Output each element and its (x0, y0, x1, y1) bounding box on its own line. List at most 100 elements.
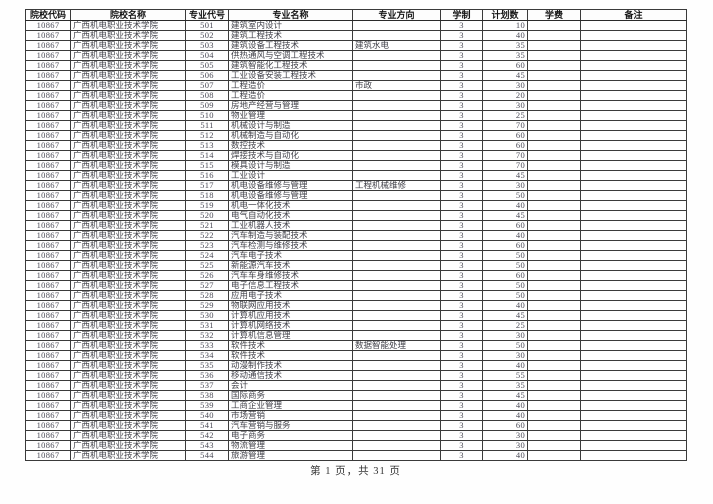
cell-years: 3 (440, 80, 483, 91)
cell-school-code: 10867 (25, 140, 71, 151)
table-row: 10867 广西机电职业技术学院 538 国际商务 3 45 (25, 390, 687, 401)
cell-remark (580, 240, 687, 251)
cell-school-name: 广西机电职业技术学院 (70, 310, 186, 321)
cell-major-code: 508 (185, 90, 229, 101)
cell-school-code: 10867 (25, 370, 71, 381)
cell-direction (352, 420, 441, 431)
cell-direction (352, 350, 441, 361)
cell-school-name: 广西机电职业技术学院 (70, 230, 186, 241)
cell-school-code: 10867 (25, 400, 71, 411)
cell-school-name: 广西机电职业技术学院 (70, 320, 186, 331)
cell-remark (580, 290, 687, 301)
cell-direction (352, 330, 441, 341)
cell-plan: 20 (482, 90, 528, 101)
cell-school-name: 广西机电职业技术学院 (70, 380, 186, 391)
cell-school-code: 10867 (25, 250, 71, 261)
cell-major-code: 531 (185, 320, 229, 331)
cell-school-code: 10867 (25, 210, 71, 221)
cell-school-code: 10867 (25, 200, 71, 211)
cell-major-code: 510 (185, 110, 229, 121)
cell-direction (352, 110, 441, 121)
cell-major-name: 建筑智能化工程技术 (228, 60, 353, 71)
cell-school-code: 10867 (25, 380, 71, 391)
cell-years: 3 (440, 140, 483, 151)
cell-plan: 35 (482, 380, 528, 391)
cell-direction (352, 20, 441, 31)
cell-school-name: 广西机电职业技术学院 (70, 60, 186, 71)
cell-major-code: 519 (185, 200, 229, 211)
cell-major-name: 市场营销 (228, 410, 353, 421)
cell-tuition (527, 420, 581, 431)
cell-direction (352, 270, 441, 281)
cell-major-name: 电气自动化技术 (228, 210, 353, 221)
cell-school-code: 10867 (25, 240, 71, 251)
cell-tuition (527, 240, 581, 251)
cell-remark (580, 110, 687, 121)
table-row: 10867 广西机电职业技术学院 525 新能源汽车技术 3 50 (25, 260, 687, 271)
cell-tuition (527, 200, 581, 211)
cell-remark (580, 390, 687, 401)
cell-years: 3 (440, 260, 483, 271)
cell-school-name: 广西机电职业技术学院 (70, 30, 186, 41)
table-row: 10867 广西机电职业技术学院 522 汽车制造与装配技术 3 40 (25, 230, 687, 241)
cell-remark (580, 120, 687, 131)
cell-major-code: 517 (185, 180, 229, 191)
cell-major-name: 旅游管理 (228, 450, 353, 461)
cell-tuition (527, 80, 581, 91)
cell-major-name: 数控技术 (228, 140, 353, 151)
cell-direction (352, 260, 441, 271)
cell-plan: 60 (482, 420, 528, 431)
cell-remark (580, 450, 687, 461)
table-row: 10867 广西机电职业技术学院 503 建筑设备工程技术 建筑水电 3 35 (25, 40, 687, 51)
cell-plan: 60 (482, 130, 528, 141)
cell-remark (580, 340, 687, 351)
cell-major-code: 541 (185, 420, 229, 431)
cell-remark (580, 140, 687, 151)
cell-years: 3 (440, 400, 483, 411)
cell-remark (580, 380, 687, 391)
cell-tuition (527, 330, 581, 341)
cell-school-code: 10867 (25, 120, 71, 131)
cell-school-code: 10867 (25, 190, 71, 201)
cell-plan: 40 (482, 410, 528, 421)
cell-school-name: 广西机电职业技术学院 (70, 300, 186, 311)
cell-tuition (527, 270, 581, 281)
cell-years: 3 (440, 200, 483, 211)
cell-tuition (527, 370, 581, 381)
cell-direction (352, 170, 441, 181)
cell-direction (352, 300, 441, 311)
cell-school-code: 10867 (25, 60, 71, 71)
cell-direction (352, 290, 441, 301)
cell-direction (352, 380, 441, 391)
cell-years: 3 (440, 360, 483, 371)
cell-plan: 50 (482, 250, 528, 261)
cell-direction (352, 440, 441, 451)
cell-remark (580, 330, 687, 341)
cell-remark (580, 170, 687, 181)
table-header-row: 院校代码 院校名称 专业代号 专业名称 专业方向 学制 计划数 学费 备注 (25, 9, 687, 21)
cell-major-name: 动漫制作技术 (228, 360, 353, 371)
cell-school-code: 10867 (25, 170, 71, 181)
page-number-footer: 第 1 页，共 31 页 (310, 466, 401, 477)
table-row: 10867 广西机电职业技术学院 504 供热通风与空调工程技术 3 35 (25, 50, 687, 61)
cell-tuition (527, 70, 581, 81)
cell-remark (580, 180, 687, 191)
cell-school-code: 10867 (25, 450, 71, 461)
cell-major-name: 工业设计 (228, 170, 353, 181)
cell-major-name: 电子信息工程技术 (228, 280, 353, 291)
cell-years: 3 (440, 300, 483, 311)
cell-school-name: 广西机电职业技术学院 (70, 360, 186, 371)
cell-school-name: 广西机电职业技术学院 (70, 100, 186, 111)
cell-remark (580, 150, 687, 161)
table-row: 10867 广西机电职业技术学院 510 物业管理 3 25 (25, 110, 687, 121)
table-row: 10867 广西机电职业技术学院 524 汽车电子技术 3 50 (25, 250, 687, 261)
cell-remark (580, 440, 687, 451)
cell-years: 3 (440, 230, 483, 241)
cell-years: 3 (440, 220, 483, 231)
cell-school-code: 10867 (25, 350, 71, 361)
cell-tuition (527, 300, 581, 311)
cell-plan: 25 (482, 110, 528, 121)
cell-plan: 60 (482, 240, 528, 251)
cell-major-name: 软件技术 (228, 340, 353, 351)
cell-major-name: 应用电子技术 (228, 290, 353, 301)
